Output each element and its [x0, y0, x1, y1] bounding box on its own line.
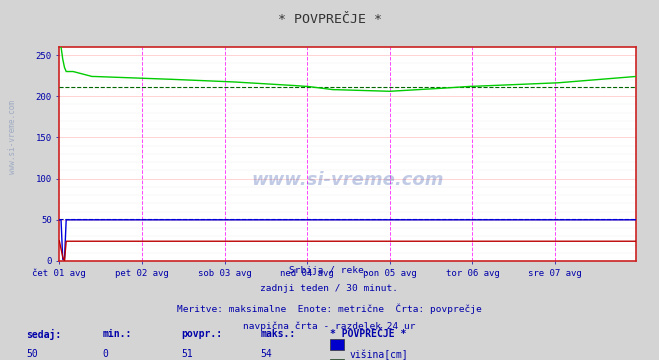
Text: www.si-vreme.com: www.si-vreme.com: [8, 100, 17, 174]
Text: 51: 51: [181, 349, 193, 359]
Text: 0: 0: [102, 349, 108, 359]
Text: www.si-vreme.com: www.si-vreme.com: [251, 171, 444, 189]
Text: Srbija / reke.: Srbija / reke.: [289, 266, 370, 275]
Text: Meritve: maksimalne  Enote: metrične  Črta: povprečje: Meritve: maksimalne Enote: metrične Črta…: [177, 303, 482, 314]
Text: min.:: min.:: [102, 329, 132, 339]
Text: povpr.:: povpr.:: [181, 329, 222, 339]
Text: * POVPREČJE *: * POVPREČJE *: [330, 329, 406, 339]
Text: sedaj:: sedaj:: [26, 329, 61, 341]
Text: 54: 54: [260, 349, 272, 359]
Text: maks.:: maks.:: [260, 329, 295, 339]
Text: * POVPREČJE *: * POVPREČJE *: [277, 13, 382, 26]
Text: 50: 50: [26, 349, 38, 359]
Text: višina[cm]: višina[cm]: [349, 349, 408, 360]
Text: zadnji teden / 30 minut.: zadnji teden / 30 minut.: [260, 284, 399, 293]
Text: navpična črta - razdelek 24 ur: navpična črta - razdelek 24 ur: [243, 322, 416, 331]
